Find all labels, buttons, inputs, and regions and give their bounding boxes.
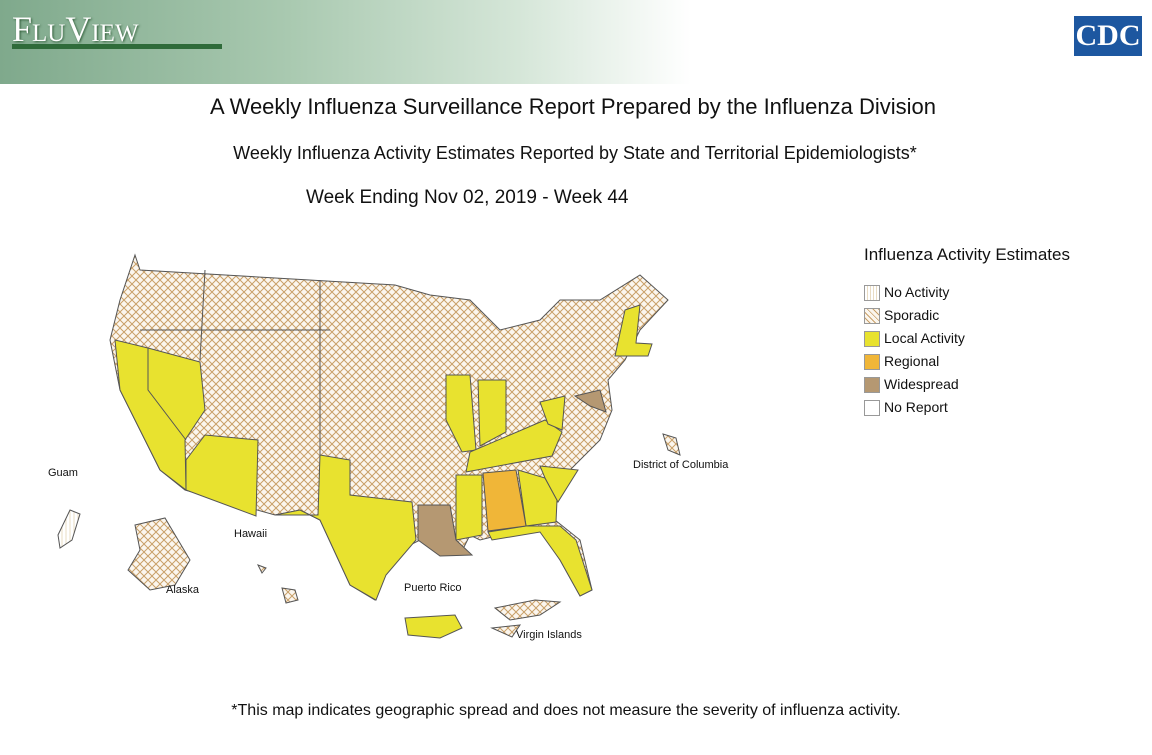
label-alaska: Alaska [166, 584, 200, 596]
legend-swatch [864, 285, 880, 301]
legend-label: Sporadic [884, 307, 940, 323]
legend-swatch [864, 400, 880, 416]
brand: FluView [12, 9, 139, 49]
legend-label: No Report [884, 399, 948, 415]
legend-title: Influenza Activity Estimates [864, 245, 1070, 264]
label-hawaii: Hawaii [234, 528, 268, 540]
legend-label: No Activity [884, 284, 950, 300]
legend-label: Local Activity [884, 330, 965, 346]
footnote: *This map indicates geographic spread an… [231, 702, 901, 719]
legend-swatch [864, 354, 880, 370]
label-puerto-rico: Puerto Rico [404, 582, 462, 594]
us-mainland [109, 253, 669, 601]
label-guam: Guam [48, 467, 78, 479]
cdc-logo: CDC [1074, 16, 1142, 56]
week: Week Ending Nov 02, 2019 - Week 44 [306, 187, 629, 208]
label-virgin-islands: Virgin Islands [516, 629, 582, 641]
header-banner [0, 0, 1152, 84]
legend-label: Regional [884, 353, 940, 369]
label-dc: District of Columbia [633, 459, 729, 471]
territories [57, 433, 681, 639]
legend-swatch [864, 377, 880, 393]
legend-swatch [864, 331, 880, 347]
subtitle: Weekly Influenza Activity Estimates Repo… [233, 143, 917, 163]
legend-label: Widespread [884, 376, 959, 392]
header-rule [12, 44, 222, 49]
legend-swatch [864, 308, 880, 324]
title: A Weekly Influenza Surveillance Report P… [210, 94, 936, 119]
